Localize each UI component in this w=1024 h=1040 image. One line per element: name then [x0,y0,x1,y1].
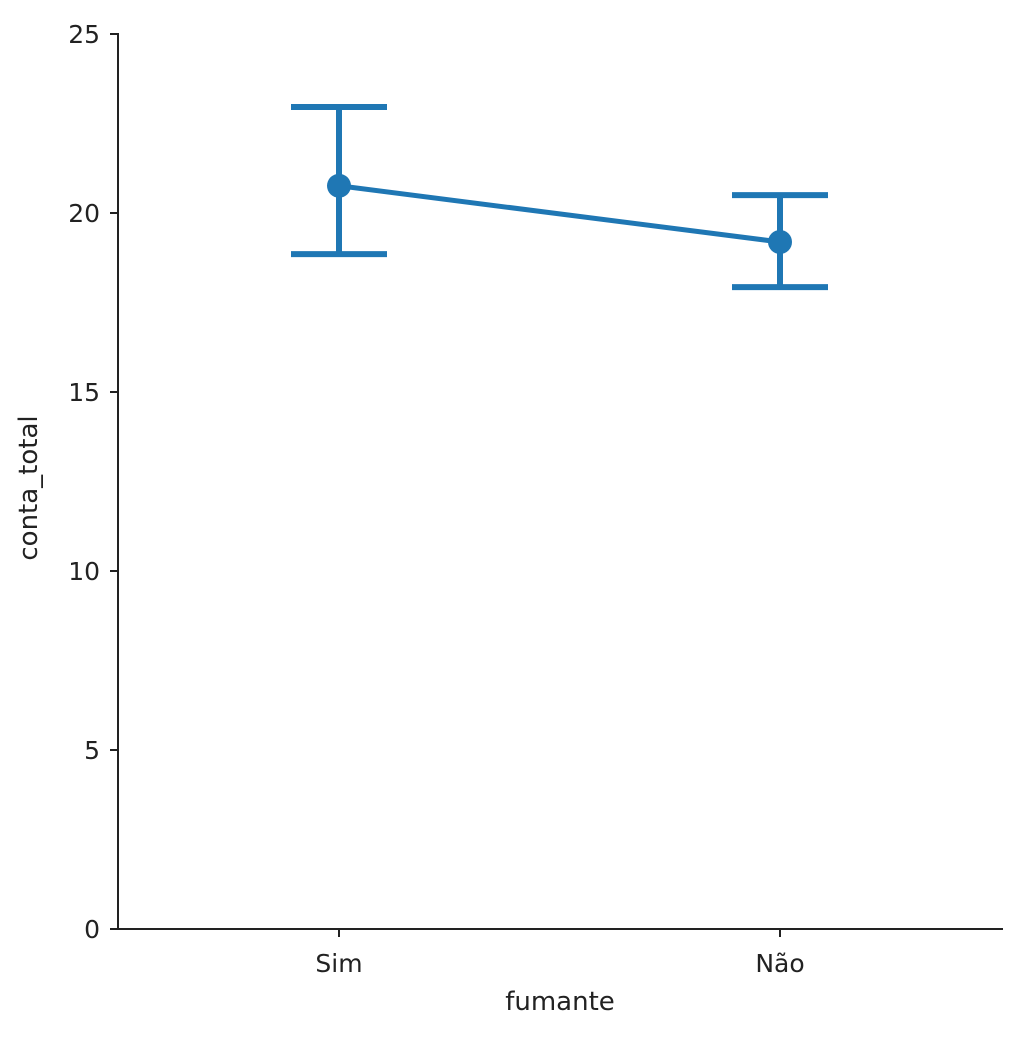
y-tick-label: 15 [68,378,100,407]
series-conta-total [291,104,828,291]
x-tick-label: Sim [315,949,362,978]
x-axis-label: fumante [505,987,615,1017]
y-tick-label: 0 [84,915,100,944]
data-point [327,173,351,198]
y-ticks: 0 5 10 15 20 25 [68,20,118,944]
series-line [338,183,781,245]
y-tick-label: 20 [68,199,100,228]
y-tick-label: 25 [68,20,100,49]
y-axis-label: conta_total [14,415,44,560]
y-tick-label: 5 [84,736,100,765]
x-tick-label: Não [755,949,804,978]
x-ticks: Sim Não [315,929,805,978]
data-point [768,229,792,254]
y-tick-label: 10 [68,557,100,586]
